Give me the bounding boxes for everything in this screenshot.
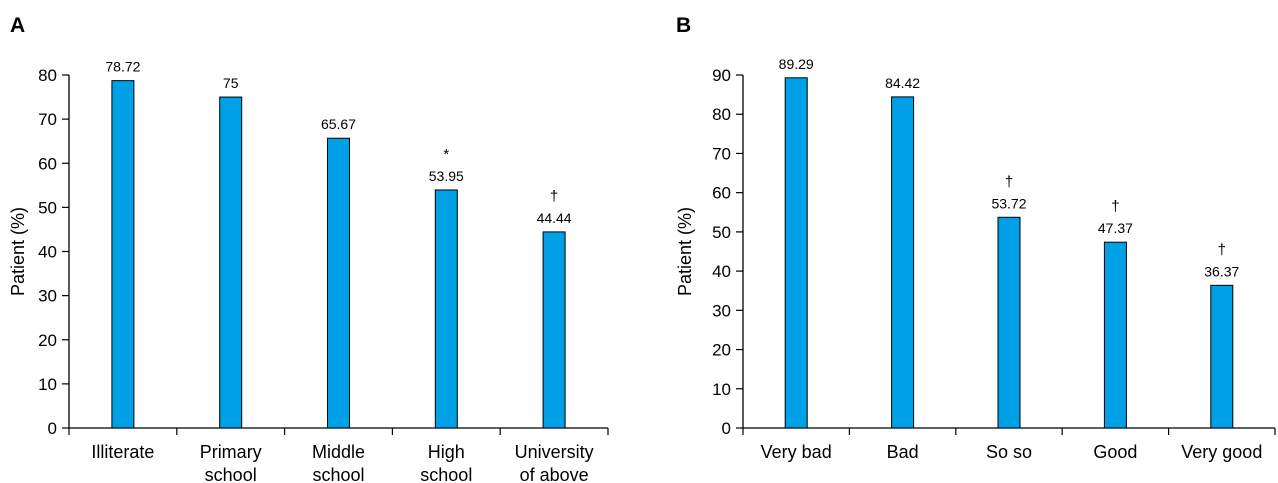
panel-b-y-tick-label: 90 xyxy=(712,66,731,85)
panel-a-data-label: 44.44 xyxy=(537,210,572,226)
panel-b-bar xyxy=(1210,284,1234,429)
panel-b-category-label: Very bad xyxy=(761,442,832,462)
panel-b-data-label: 36.37 xyxy=(1204,263,1239,279)
panel-a-y-tick-label: 50 xyxy=(38,198,57,217)
panel-b-letter: B xyxy=(676,14,691,37)
panel-a-y-tick-label: 60 xyxy=(38,154,57,173)
panel-a-data-label: 53.95 xyxy=(429,168,464,184)
panel-a-bar xyxy=(542,231,566,429)
panel-a-category-label: school xyxy=(205,465,257,483)
panel-b-data-label: 47.37 xyxy=(1098,220,1133,236)
panel-b-bar xyxy=(1103,241,1127,429)
panel-b-y-tick-label: 20 xyxy=(712,341,731,360)
panel-a-category-label: High xyxy=(428,442,465,462)
panel-a-bar xyxy=(434,189,458,429)
panel-b-y-tick-label: 60 xyxy=(712,184,731,203)
panel-a-y-tick-label: 20 xyxy=(38,331,57,350)
panel-a-category-label: school xyxy=(312,465,364,483)
panel-a-chart: 0 10 20 30 40 50 60 70 80 Patient (%) 78.72 Illiter… xyxy=(8,59,609,483)
panel-a-data-label: 75 xyxy=(223,75,239,91)
panel-b-data-label: 89.29 xyxy=(779,56,814,72)
panel-b-significance-marker: † xyxy=(1111,198,1119,215)
panel-a-category-label: Primary xyxy=(200,442,262,462)
panel-b-category-label: Good xyxy=(1093,442,1137,462)
panel-b-chart: 0 10 20 30 40 50 60 70 80 90 Patient (%) 89.29 Very … xyxy=(675,56,1276,462)
panel-b-category-label: So so xyxy=(986,442,1032,462)
panel-a-category-label: Middle xyxy=(312,442,365,462)
panel-b-bar xyxy=(997,216,1021,429)
panel-a-y-tick-label: 0 xyxy=(48,419,57,438)
panel-a-data-label: 65.67 xyxy=(321,116,356,132)
panel-b-y-tick-label: 10 xyxy=(712,380,731,399)
panel-a-category-label: University xyxy=(515,442,594,462)
panel-b-y-tick-label: 0 xyxy=(722,419,731,438)
panel-b-y-tick-label: 80 xyxy=(712,105,731,124)
panel-b-bar xyxy=(784,77,808,429)
panel-a-y-tick-label: 10 xyxy=(38,375,57,394)
panel-b-y-tick-label: 30 xyxy=(712,301,731,320)
panel-a-y-tick-label: 80 xyxy=(38,66,57,85)
panel-a-category-label: school xyxy=(420,465,472,483)
panel-b-data-label: 84.42 xyxy=(885,75,920,91)
panel-b-category-label: Very good xyxy=(1181,442,1262,462)
panel-b-y-axis-label: Patient (%) xyxy=(675,207,695,296)
panel-b-y-tick-label: 40 xyxy=(712,262,731,281)
panel-b-significance-marker: † xyxy=(1218,241,1226,258)
panel-b-category-label: Bad xyxy=(887,442,919,462)
panel-b-data-label: 53.72 xyxy=(991,195,1026,211)
panel-b-y-tick-label: 70 xyxy=(712,144,731,163)
panel-a-data-label: 78.72 xyxy=(105,59,140,75)
panel-a-bar xyxy=(111,80,135,429)
panel-a-significance-marker: † xyxy=(550,188,558,205)
panel-a-y-axis-label: Patient (%) xyxy=(8,207,28,296)
panel-a-category-label: of above xyxy=(520,465,589,483)
panel-a-y-tick-label: 30 xyxy=(38,287,57,306)
panel-a-y-tick-label: 70 xyxy=(38,110,57,129)
panel-b-significance-marker: † xyxy=(1005,173,1013,190)
panel-a-significance-marker: * xyxy=(443,146,449,163)
panel-a-bar xyxy=(327,137,350,429)
panel-a-bar xyxy=(219,96,243,429)
panel-b-bar xyxy=(891,96,915,429)
panel-a-y-tick-label: 40 xyxy=(38,243,57,262)
panel-a-letter: A xyxy=(10,14,25,37)
panel-b-y-tick-label: 50 xyxy=(712,223,731,242)
panel-a-category-label: Illiterate xyxy=(91,442,154,462)
